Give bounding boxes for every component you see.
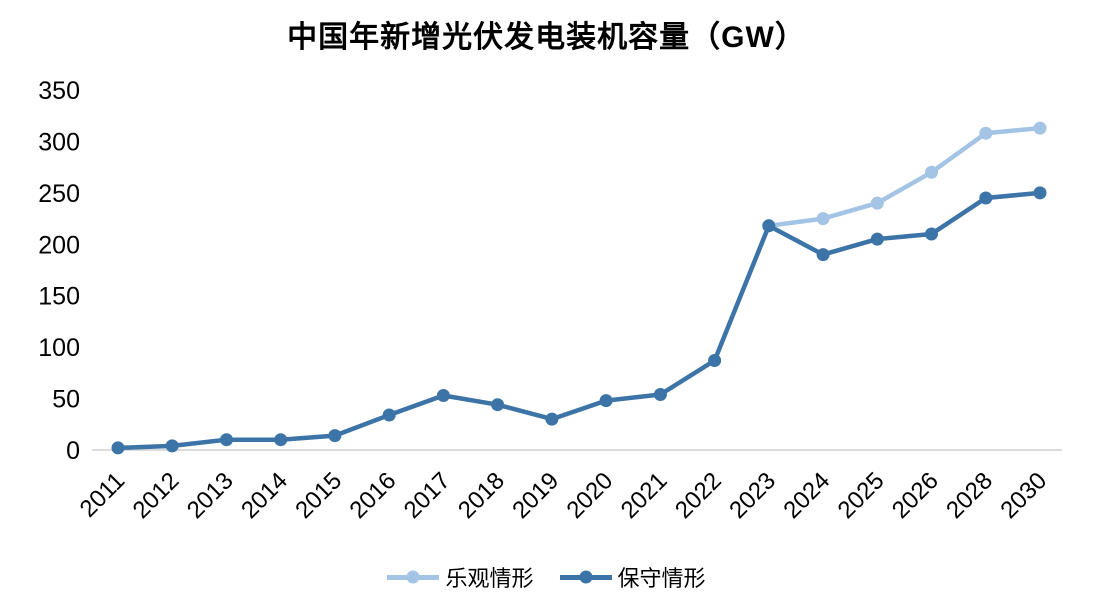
x-tick-label: 2020 — [562, 467, 619, 524]
data-point — [870, 196, 884, 210]
x-tick-label: 2017 — [399, 467, 456, 524]
data-point — [925, 227, 938, 241]
series-line-1 — [115, 190, 1043, 451]
data-point — [165, 439, 179, 453]
y-tick-label: 200 — [38, 231, 80, 259]
x-tick-label: 2018 — [453, 467, 510, 524]
chart-legend: 乐观情形 保守情形 — [0, 561, 1093, 593]
line-chart: 0501001502002503003502011201220132014201… — [38, 77, 1062, 524]
x-tick-label: 2022 — [670, 467, 727, 524]
x-tick-label: 2021 — [616, 467, 673, 524]
x-tick-label: 2024 — [778, 467, 835, 524]
data-point — [979, 191, 993, 205]
x-tick-label: 2011 — [75, 467, 131, 523]
legend-marker-conservative-icon — [559, 569, 612, 585]
x-tick-label: 2014 — [236, 467, 293, 524]
y-tick-label: 250 — [38, 180, 80, 208]
data-point — [220, 433, 233, 447]
data-point — [1033, 186, 1047, 200]
x-tick-label: 2012 — [128, 467, 185, 524]
data-point — [328, 429, 342, 443]
x-tick-label: 2023 — [724, 467, 781, 524]
legend-item-conservative: 保守情形 — [559, 561, 706, 593]
data-point — [653, 388, 667, 401]
data-point — [870, 232, 884, 246]
legend-label-optimistic: 乐观情形 — [445, 566, 534, 591]
x-tick-label: 2016 — [345, 467, 402, 524]
data-point — [274, 433, 288, 447]
data-point — [925, 165, 938, 179]
data-point — [1033, 121, 1047, 135]
x-tick-label: 2025 — [833, 467, 890, 524]
y-tick-label: 100 — [38, 334, 80, 362]
y-tick-label: 50 — [52, 386, 80, 414]
y-tick-label: 350 — [38, 77, 80, 105]
series-line-0 — [766, 125, 1043, 229]
data-point — [816, 248, 830, 262]
data-point — [436, 389, 450, 402]
legend-item-optimistic: 乐观情形 — [387, 561, 534, 593]
data-point — [816, 212, 830, 226]
data-point — [708, 354, 722, 367]
x-tick-label: 2026 — [887, 467, 944, 524]
data-point — [979, 126, 993, 140]
x-tick-label: 2019 — [507, 467, 564, 524]
legend-label-conservative: 保守情形 — [617, 566, 706, 591]
x-tick-label: 2013 — [182, 467, 239, 524]
y-tick-label: 0 — [66, 437, 80, 465]
data-point — [545, 412, 559, 426]
data-point — [762, 219, 776, 233]
chart-title: 中国年新增光伏发电装机容量（GW） — [287, 21, 806, 54]
legend-marker-optimistic-icon — [387, 569, 440, 585]
y-tick-label: 150 — [38, 283, 80, 311]
data-point — [491, 398, 505, 412]
x-tick-label: 2028 — [941, 467, 998, 524]
y-tick-label: 300 — [38, 128, 80, 156]
x-tick-label: 2030 — [995, 467, 1052, 524]
x-tick-label: 2015 — [290, 467, 347, 524]
data-point — [111, 441, 125, 455]
data-point — [599, 394, 613, 408]
data-point — [382, 408, 396, 422]
